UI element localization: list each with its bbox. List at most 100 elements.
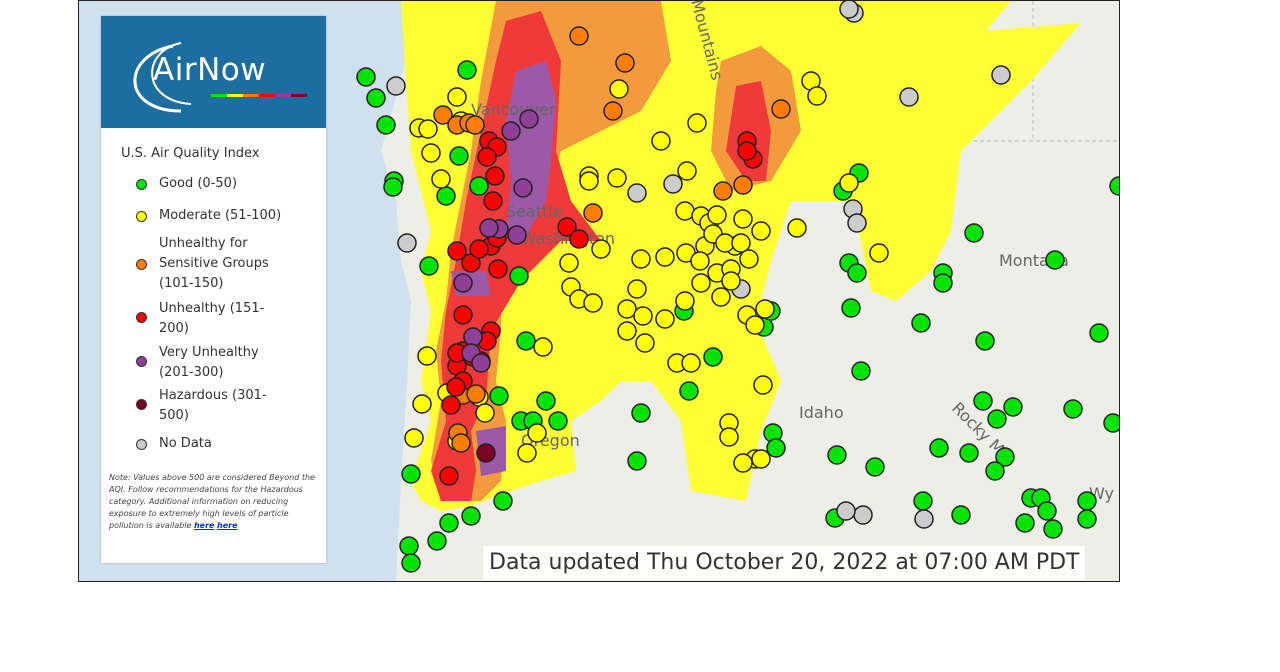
monitor-marker[interactable]	[557, 217, 577, 237]
monitor-marker[interactable]	[679, 381, 699, 401]
monitor-marker[interactable]	[703, 347, 723, 367]
monitor-marker[interactable]	[439, 513, 459, 533]
monitor-marker[interactable]	[807, 86, 827, 106]
monitor-marker[interactable]	[911, 313, 931, 333]
monitor-marker[interactable]	[569, 26, 589, 46]
monitor-marker[interactable]	[929, 438, 949, 458]
monitor-marker[interactable]	[651, 131, 671, 151]
monitor-marker[interactable]	[1043, 519, 1063, 539]
monitor-marker[interactable]	[527, 423, 547, 443]
monitor-marker[interactable]	[933, 273, 953, 293]
monitor-marker[interactable]	[501, 121, 521, 141]
monitor-marker[interactable]	[471, 353, 491, 373]
link[interactable]: here	[193, 521, 215, 530]
monitor-marker[interactable]	[399, 536, 419, 556]
monitor-marker[interactable]	[569, 229, 589, 249]
monitor-marker[interactable]	[973, 391, 993, 411]
monitor-marker[interactable]	[987, 409, 1007, 429]
monitor-marker[interactable]	[951, 505, 971, 525]
monitor-marker[interactable]	[617, 321, 637, 341]
monitor-marker[interactable]	[419, 256, 439, 276]
monitor-marker[interactable]	[751, 221, 771, 241]
monitor-marker[interactable]	[617, 299, 637, 319]
monitor-marker[interactable]	[733, 209, 753, 229]
monitor-marker[interactable]	[914, 509, 934, 529]
monitor-marker[interactable]	[631, 249, 651, 269]
monitor-marker[interactable]	[635, 333, 655, 353]
monitor-marker[interactable]	[451, 433, 471, 453]
monitor-marker[interactable]	[583, 293, 603, 313]
monitor-marker[interactable]	[1077, 491, 1097, 511]
monitor-marker[interactable]	[737, 141, 757, 161]
monitor-marker[interactable]	[548, 411, 568, 431]
monitor-marker[interactable]	[827, 445, 847, 465]
monitor-marker[interactable]	[465, 115, 485, 135]
monitor-marker[interactable]	[401, 553, 421, 573]
monitor-marker[interactable]	[1063, 399, 1083, 419]
monitor-marker[interactable]	[753, 375, 773, 395]
monitor-marker[interactable]	[841, 298, 861, 318]
monitor-marker[interactable]	[913, 491, 933, 511]
monitor-marker[interactable]	[516, 331, 536, 351]
monitor-marker[interactable]	[975, 331, 995, 351]
monitor-marker[interactable]	[509, 266, 529, 286]
monitor-marker[interactable]	[1015, 513, 1035, 533]
monitor-marker[interactable]	[507, 225, 527, 245]
monitor-marker[interactable]	[463, 327, 483, 347]
monitor-marker[interactable]	[1109, 176, 1120, 196]
monitor-marker[interactable]	[655, 247, 675, 267]
monitor-marker[interactable]	[386, 76, 406, 96]
link[interactable]: here	[217, 521, 238, 530]
monitor-marker[interactable]	[401, 464, 421, 484]
monitor-marker[interactable]	[421, 143, 441, 163]
monitor-marker[interactable]	[787, 218, 807, 238]
monitor-marker[interactable]	[1103, 413, 1120, 433]
monitor-marker[interactable]	[457, 60, 477, 80]
monitor-marker[interactable]	[533, 337, 553, 357]
monitor-marker[interactable]	[675, 201, 695, 221]
monitor-marker[interactable]	[477, 147, 497, 167]
monitor-marker[interactable]	[441, 395, 461, 415]
monitor-marker[interactable]	[691, 273, 711, 293]
monitor-marker[interactable]	[1037, 501, 1057, 521]
monitor-marker[interactable]	[453, 273, 473, 293]
monitor-marker[interactable]	[719, 427, 739, 447]
monitor-marker[interactable]	[771, 99, 791, 119]
monitor-marker[interactable]	[964, 223, 984, 243]
monitor-marker[interactable]	[627, 183, 647, 203]
monitor-marker[interactable]	[418, 119, 438, 139]
monitor-marker[interactable]	[1003, 397, 1023, 417]
monitor-marker[interactable]	[449, 146, 469, 166]
monitor-marker[interactable]	[447, 87, 467, 107]
monitor-marker[interactable]	[615, 53, 635, 73]
monitor-marker[interactable]	[627, 279, 647, 299]
monitor-marker[interactable]	[853, 505, 873, 525]
monitor-marker[interactable]	[431, 169, 451, 189]
monitor-marker[interactable]	[711, 287, 731, 307]
monitor-marker[interactable]	[461, 506, 481, 526]
monitor-marker[interactable]	[559, 253, 579, 273]
monitor-marker[interactable]	[446, 377, 466, 397]
monitor-marker[interactable]	[356, 67, 376, 87]
monitor-marker[interactable]	[847, 213, 867, 233]
monitor-marker[interactable]	[663, 174, 683, 194]
map[interactable]: Vancouver Seattle Washington Oregon Idah…	[79, 1, 1120, 582]
monitor-marker[interactable]	[366, 88, 386, 108]
monitor-marker[interactable]	[427, 531, 447, 551]
monitor-marker[interactable]	[476, 443, 496, 463]
monitor-marker[interactable]	[404, 428, 424, 448]
monitor-marker[interactable]	[485, 166, 505, 186]
monitor-marker[interactable]	[433, 105, 453, 125]
monitor-marker[interactable]	[751, 449, 771, 469]
monitor-marker[interactable]	[536, 391, 556, 411]
monitor-marker[interactable]	[633, 306, 653, 326]
monitor-marker[interactable]	[733, 175, 753, 195]
monitor-marker[interactable]	[739, 249, 759, 269]
monitor-marker[interactable]	[681, 353, 701, 373]
monitor-marker[interactable]	[479, 218, 499, 238]
monitor-marker[interactable]	[1077, 509, 1097, 529]
monitor-marker[interactable]	[731, 233, 751, 253]
monitor-marker[interactable]	[677, 161, 697, 181]
monitor-marker[interactable]	[583, 203, 603, 223]
monitor-marker[interactable]	[579, 171, 599, 191]
